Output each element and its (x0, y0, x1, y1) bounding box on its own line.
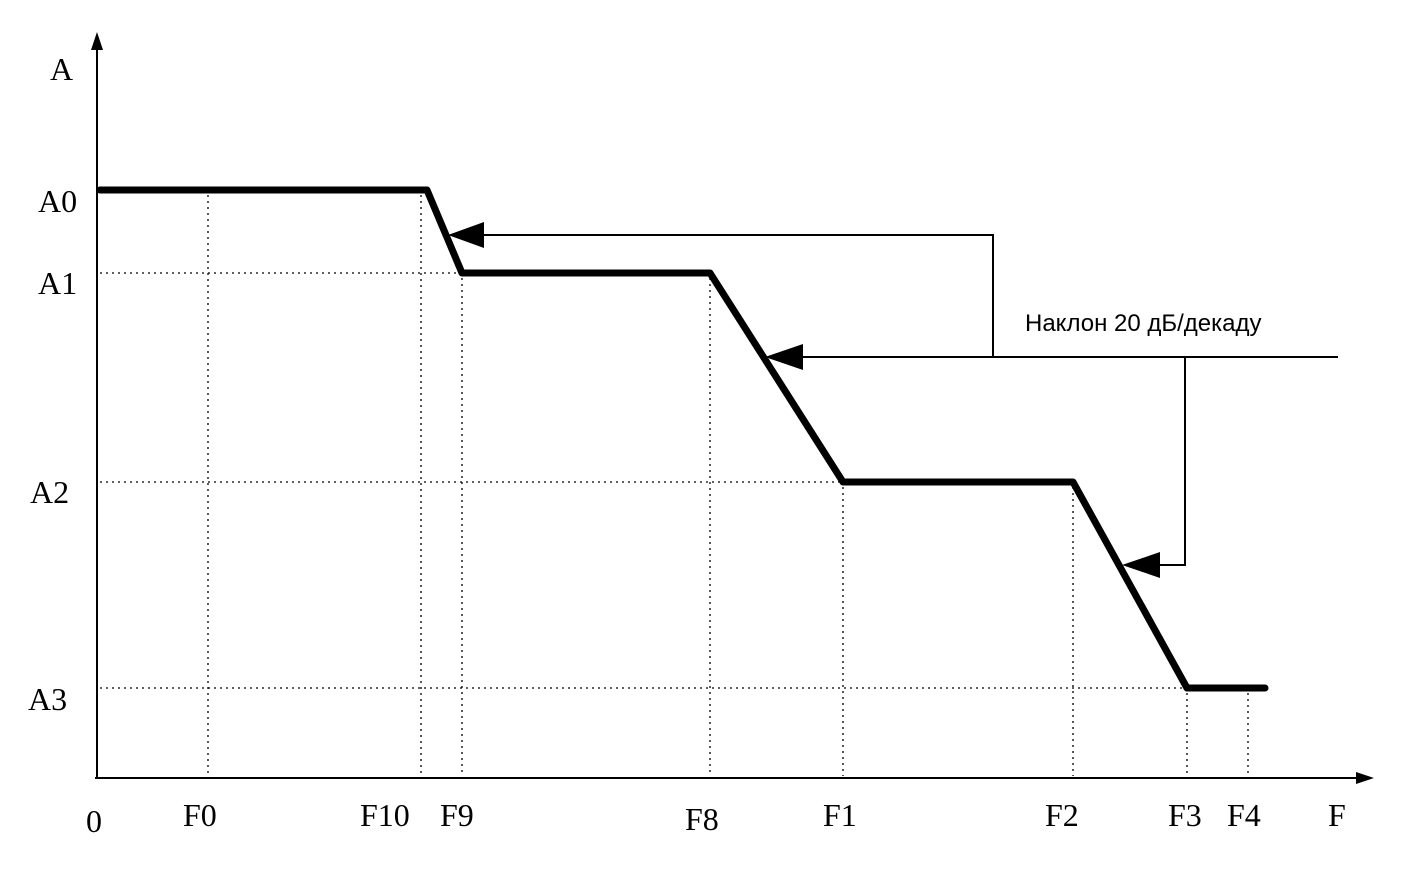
pointer-line (480, 234, 994, 357)
origin-label: 0 (86, 803, 102, 839)
x-axis-label: F (1328, 797, 1346, 833)
x-mark-label: F10 (360, 797, 410, 833)
y-level-label: A2 (30, 474, 69, 510)
annotation: Наклон 20 дБ/декаду (1025, 310, 1262, 337)
y-level-label: A0 (38, 183, 77, 219)
response-curve (96, 186, 1269, 692)
y-axis-arrow (91, 32, 103, 50)
x-mark-label: F3 (1168, 797, 1202, 833)
pointer-head (448, 222, 484, 248)
x-axis-arrow (1356, 772, 1374, 784)
y-axis-label: A (50, 51, 73, 87)
x-mark-label: F9 (440, 797, 474, 833)
x-mark-label: F8 (685, 801, 719, 837)
x-mark-label: F1 (823, 797, 857, 833)
y-level-label: A1 (38, 265, 77, 301)
pointer-head (765, 344, 803, 370)
x-mark-label: F0 (183, 797, 217, 833)
x-mark-label: F4 (1227, 797, 1261, 833)
x-mark-label: F2 (1045, 797, 1079, 833)
y-level-label: A3 (28, 681, 67, 717)
pointer-line (1158, 357, 1186, 566)
pointer-head (1122, 552, 1160, 578)
